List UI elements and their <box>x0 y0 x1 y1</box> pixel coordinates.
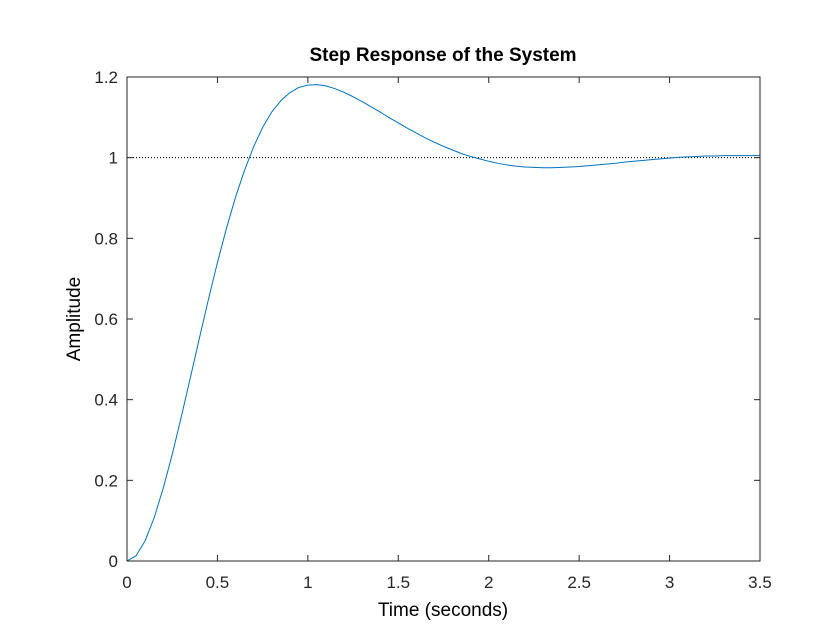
y-axis-label: Amplitude <box>64 277 85 362</box>
y-tick-label: 1.2 <box>94 68 118 87</box>
x-axis-label: Time (seconds) <box>378 600 508 621</box>
series-group <box>126 84 760 562</box>
x-tick-label: 3.5 <box>748 573 772 592</box>
x-tick-labels: 0 0.5 1 1.5 2 2.5 3 3.5 <box>122 573 772 592</box>
x-tick-label: 0 <box>122 573 131 592</box>
x-tick-label: 2.5 <box>567 573 591 592</box>
x-tick-label: 1.5 <box>386 573 410 592</box>
x-tick-label: 3 <box>665 573 674 592</box>
y-tick-label: 0.6 <box>94 310 118 329</box>
axes-box <box>126 76 761 562</box>
y-tick-label: 1 <box>109 149 118 168</box>
series-line-0 <box>126 84 760 562</box>
chart-title: Step Response of the System <box>309 45 576 66</box>
y-tick-label: 0 <box>109 552 118 571</box>
y-tick-label: 0.2 <box>94 471 118 490</box>
x-tick-label: 0.5 <box>206 573 230 592</box>
x-tick-label: 2 <box>484 573 493 592</box>
y-tick-labels: 0 0.2 0.4 0.6 0.8 1 1.2 <box>94 68 118 571</box>
y-tick-label: 0.8 <box>94 229 118 248</box>
x-tick-label: 1 <box>303 573 312 592</box>
y-tick-label: 0.4 <box>94 391 118 410</box>
plot-area <box>127 77 760 561</box>
